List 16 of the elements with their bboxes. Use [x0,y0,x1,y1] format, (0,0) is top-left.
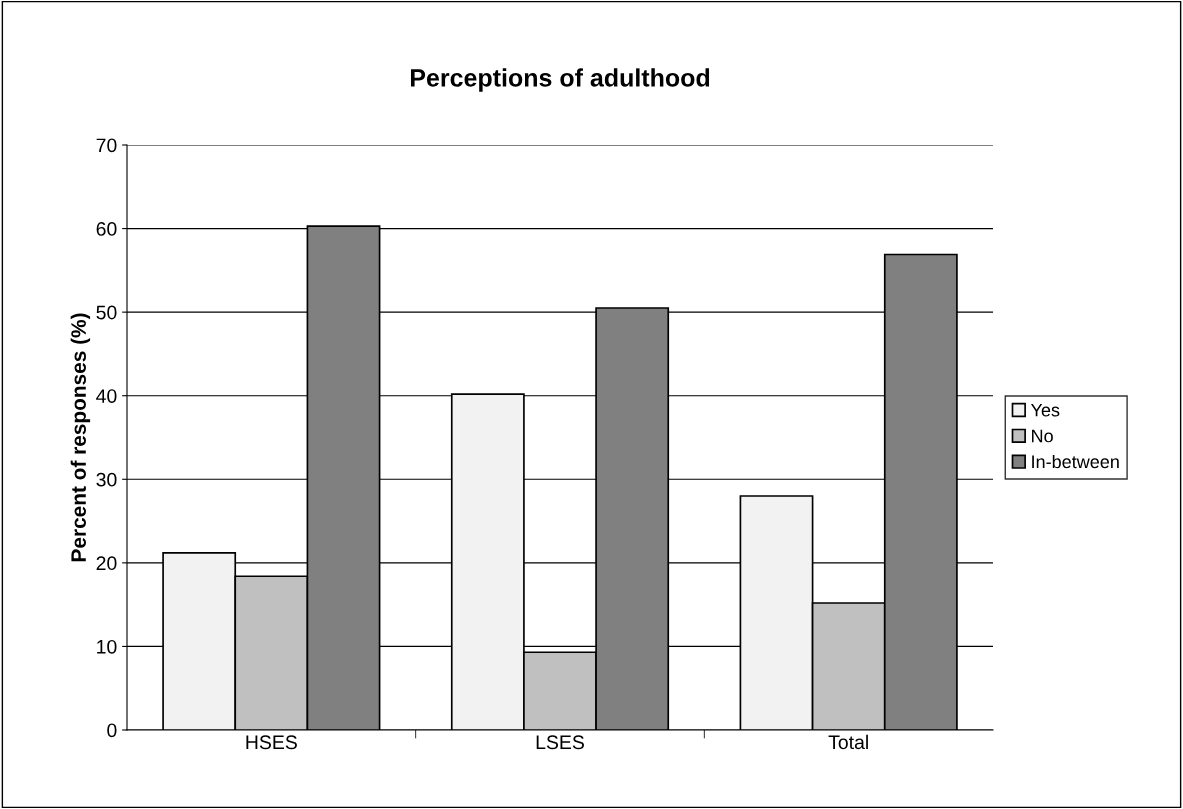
legend-label: In-between [1032,454,1119,469]
y-tick-label: 30 [96,472,117,487]
y-tick-label: 50 [96,305,117,320]
x-tick-label: HSES [246,735,297,750]
y-axis-title: Percent of responses (%) [70,313,91,562]
y-tick-label: 40 [96,389,117,403]
legend-label: Yes [1030,403,1060,417]
chart-title: Perceptions of adulthood [410,68,710,92]
x-tick-label: LSES [536,735,584,750]
y-tick-label: 10 [97,639,117,654]
legend-label: No [1032,429,1053,443]
y-tick-label: 70 [96,138,117,153]
y-tick-label: 0 [107,723,117,738]
y-tick-label: 60 [96,222,117,236]
y-tick-label: 20 [96,556,117,571]
x-tick-label: Total [828,734,868,750]
